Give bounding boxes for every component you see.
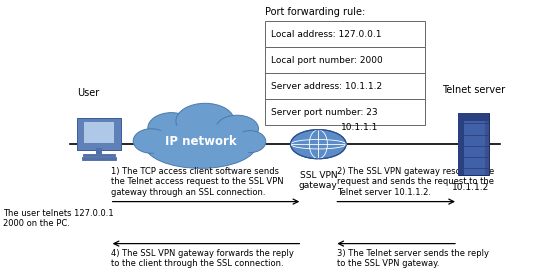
Ellipse shape [234, 131, 266, 153]
FancyBboxPatch shape [265, 99, 425, 125]
Ellipse shape [216, 115, 258, 142]
Text: The user telnets 127.0.0.1
2000 on the PC.: The user telnets 127.0.0.1 2000 on the P… [3, 209, 113, 228]
FancyBboxPatch shape [458, 113, 463, 175]
Text: 3) The Telnet server sends the reply
to the SSL VPN gateway.: 3) The Telnet server sends the reply to … [337, 249, 489, 268]
Ellipse shape [144, 120, 257, 168]
Text: 2) The SSL VPN gateway resolves the
request and sends the request to the
Telnet : 2) The SSL VPN gateway resolves the requ… [337, 167, 494, 197]
Ellipse shape [148, 113, 195, 144]
FancyBboxPatch shape [77, 118, 121, 150]
FancyBboxPatch shape [82, 157, 116, 160]
FancyBboxPatch shape [84, 122, 114, 143]
Text: Server address: 10.1.1.2: Server address: 10.1.1.2 [271, 81, 383, 91]
Text: 1) The TCP access client software sends
the Telnet access request to the SSL VPN: 1) The TCP access client software sends … [111, 167, 284, 197]
FancyBboxPatch shape [458, 113, 489, 175]
Text: IP network: IP network [165, 135, 236, 148]
FancyBboxPatch shape [458, 113, 489, 121]
Text: User: User [78, 88, 100, 98]
Text: Server port number: 23: Server port number: 23 [271, 108, 378, 117]
Text: Telnet server: Telnet server [442, 85, 505, 95]
Ellipse shape [133, 129, 169, 153]
FancyBboxPatch shape [265, 73, 425, 99]
Text: 4) The SSL VPN gateway forwards the reply
to the client through the SSL connecti: 4) The SSL VPN gateway forwards the repl… [111, 249, 294, 268]
Text: SSL VPN
gateway: SSL VPN gateway [299, 171, 338, 190]
FancyBboxPatch shape [96, 148, 102, 153]
Text: 10.1.1.1: 10.1.1.1 [341, 123, 378, 132]
FancyBboxPatch shape [82, 153, 116, 156]
Text: 10.1.1.2: 10.1.1.2 [452, 183, 490, 192]
Text: Local port number: 2000: Local port number: 2000 [271, 55, 383, 65]
Ellipse shape [149, 123, 253, 165]
FancyBboxPatch shape [485, 113, 489, 175]
FancyBboxPatch shape [265, 21, 425, 47]
Ellipse shape [176, 103, 234, 139]
Text: Port forwarding rule:: Port forwarding rule: [265, 7, 365, 17]
FancyBboxPatch shape [265, 47, 425, 73]
Circle shape [291, 130, 346, 159]
Text: Local address: 127.0.0.1: Local address: 127.0.0.1 [271, 29, 382, 39]
